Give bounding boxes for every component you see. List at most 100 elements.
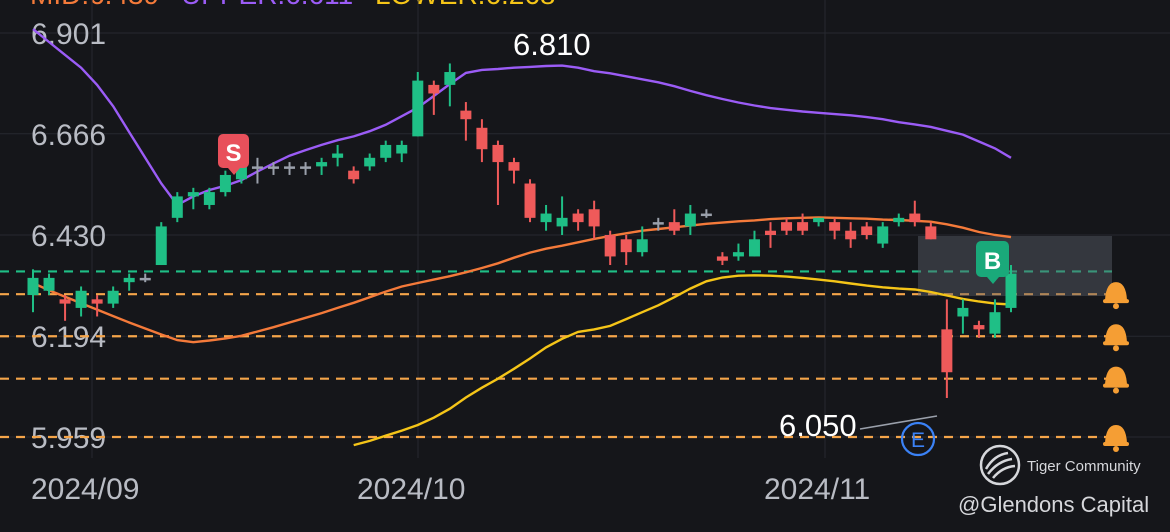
candle-body <box>604 235 616 257</box>
candle <box>203 187 215 210</box>
candle-body <box>267 166 279 169</box>
x-tick-label: 2024/09 <box>31 473 139 506</box>
bell-icon[interactable] <box>1103 324 1129 352</box>
y-tick-label: 6.666 <box>31 119 106 152</box>
candle <box>604 230 616 266</box>
candle <box>668 209 680 235</box>
candle <box>171 192 183 223</box>
trade-markers: S B E <box>218 134 1009 457</box>
candle <box>925 222 937 240</box>
candle <box>123 273 135 291</box>
candle <box>845 222 857 248</box>
y-tick-label: 6.194 <box>31 321 106 354</box>
candle-body <box>316 162 328 167</box>
candle-body <box>957 307 969 317</box>
candle-body <box>75 290 87 308</box>
candle <box>380 140 392 163</box>
candle <box>909 200 921 227</box>
candle <box>187 187 199 210</box>
candle-body <box>412 80 424 137</box>
candle <box>716 252 728 266</box>
candle <box>941 299 953 398</box>
candle <box>861 222 873 240</box>
candle-body <box>765 230 777 235</box>
candle-body <box>300 166 312 169</box>
x-axis-labels: 2024/09 2024/10 2024/11 <box>31 473 870 506</box>
candle-body <box>27 277 39 296</box>
candle <box>219 170 231 197</box>
candle-body <box>925 226 937 240</box>
candle-body <box>348 170 360 180</box>
candle-body <box>251 166 263 169</box>
candle <box>139 273 151 283</box>
candle <box>620 235 632 266</box>
candle <box>957 299 969 334</box>
candle <box>316 157 328 175</box>
candle <box>893 213 905 227</box>
candle <box>27 269 39 313</box>
candle-body <box>107 290 119 304</box>
candle-body <box>620 239 632 253</box>
candle-body <box>476 127 488 150</box>
candle-body <box>396 144 408 154</box>
candle <box>781 217 793 235</box>
candle <box>973 320 985 338</box>
candle-body <box>797 222 809 231</box>
bell-icon[interactable] <box>1103 425 1129 452</box>
y-tick-label: 5.959 <box>31 422 106 455</box>
bell-icon[interactable] <box>1103 282 1129 310</box>
candle <box>572 209 584 231</box>
candle-body <box>524 183 536 218</box>
candle-body <box>748 239 760 257</box>
candle <box>332 144 344 167</box>
buy-marker-label: B <box>984 248 1001 275</box>
candle <box>43 273 55 296</box>
candle-body <box>171 196 183 218</box>
x-tick-label: 2024/10 <box>357 473 465 506</box>
low-annotation-leader <box>859 415 938 430</box>
candle-body <box>540 213 552 223</box>
candle <box>765 222 777 248</box>
candle-body <box>877 226 889 244</box>
candle-body <box>572 213 584 223</box>
event-marker[interactable]: E <box>900 421 936 457</box>
buy-marker[interactable]: B <box>976 241 1009 284</box>
high-annotation: 6.810 <box>513 27 591 62</box>
candle <box>1005 265 1017 313</box>
candle <box>492 140 504 205</box>
watermark-user: @Glendons Capital <box>958 492 1150 517</box>
candle-body <box>332 153 344 158</box>
candle <box>444 63 456 107</box>
candle <box>556 196 568 235</box>
candle-body <box>492 144 504 163</box>
candle-body <box>813 217 825 223</box>
candle <box>700 209 712 218</box>
candle <box>284 162 296 175</box>
candle-body <box>59 299 71 304</box>
candle-body <box>652 222 664 225</box>
candle-body <box>861 226 873 235</box>
candle-body <box>684 213 696 227</box>
candle <box>155 222 167 266</box>
candle-body <box>364 157 376 167</box>
candle-body <box>43 277 55 291</box>
candle-body <box>909 213 921 223</box>
candle-body <box>636 239 648 253</box>
candle-body <box>123 277 135 283</box>
candle-body <box>235 162 247 180</box>
candle <box>989 299 1001 338</box>
bell-icon[interactable] <box>1103 366 1129 394</box>
candle-body <box>732 252 744 257</box>
candle-body <box>716 256 728 261</box>
event-marker-label: E <box>911 429 925 452</box>
candle-body <box>187 192 199 197</box>
candle-body <box>845 230 857 240</box>
price-alert-bells[interactable] <box>1103 282 1129 452</box>
sell-marker-label: S <box>225 140 241 167</box>
candle-body <box>829 222 841 231</box>
candle <box>412 72 424 137</box>
sell-marker[interactable]: S <box>218 134 249 175</box>
y-tick-label: 6.901 <box>31 18 106 51</box>
candle <box>588 200 600 240</box>
